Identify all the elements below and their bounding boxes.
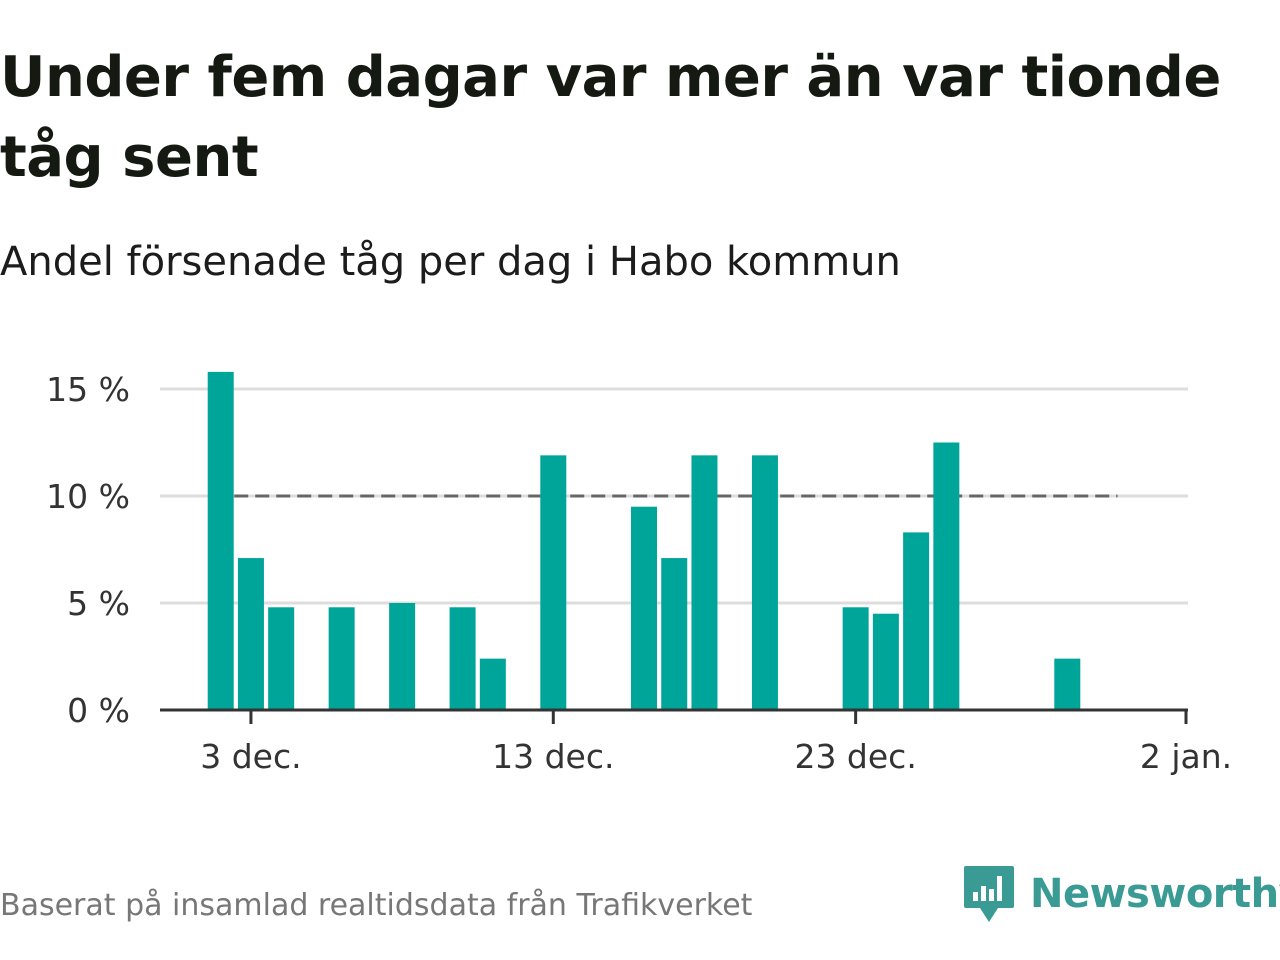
x-axis — [160, 708, 1188, 724]
bar — [540, 455, 567, 710]
bar — [842, 607, 869, 710]
y-tick-label: 15 % — [46, 370, 130, 409]
bar — [328, 607, 355, 710]
bar — [751, 455, 778, 710]
bar — [1054, 658, 1081, 710]
bar — [631, 506, 657, 710]
bar — [933, 442, 960, 710]
x-tick-label: 2 jan. — [1140, 737, 1232, 776]
bar — [479, 658, 506, 710]
brand[interactable]: Newsworthy — [962, 862, 1280, 926]
bar — [691, 455, 718, 710]
x-axis-labels: 3 dec. 13 dec. 23 dec. 2 jan. — [200, 737, 1232, 776]
y-axis-labels: 0 % 5 % 10 % 15 % — [46, 370, 130, 730]
bar — [449, 607, 476, 710]
y-tick-label: 5 % — [67, 584, 130, 623]
bars — [207, 371, 1081, 710]
newsworthy-logo-icon — [964, 866, 1014, 922]
x-tick-label: 3 dec. — [200, 737, 301, 776]
chart-subtitle: Andel försenade tåg per dag i Habo kommu… — [0, 239, 901, 285]
bar — [389, 603, 416, 710]
y-tick-label: 0 % — [67, 691, 130, 730]
y-tick-label: 10 % — [46, 477, 130, 516]
bar — [903, 532, 930, 710]
x-tick-label: 23 dec. — [794, 737, 916, 776]
source-note: Baserat på insamlad realtidsdata från Tr… — [0, 888, 753, 923]
brand-name: Newsworthy — [1030, 871, 1280, 917]
chart-title: Under fem dagar var mer än var tionde tå… — [0, 45, 1221, 190]
bar — [268, 607, 295, 710]
x-tick-label: 13 dec. — [492, 737, 614, 776]
bar — [661, 558, 688, 710]
bar — [872, 613, 899, 710]
bar — [237, 558, 264, 710]
bar — [207, 371, 234, 710]
